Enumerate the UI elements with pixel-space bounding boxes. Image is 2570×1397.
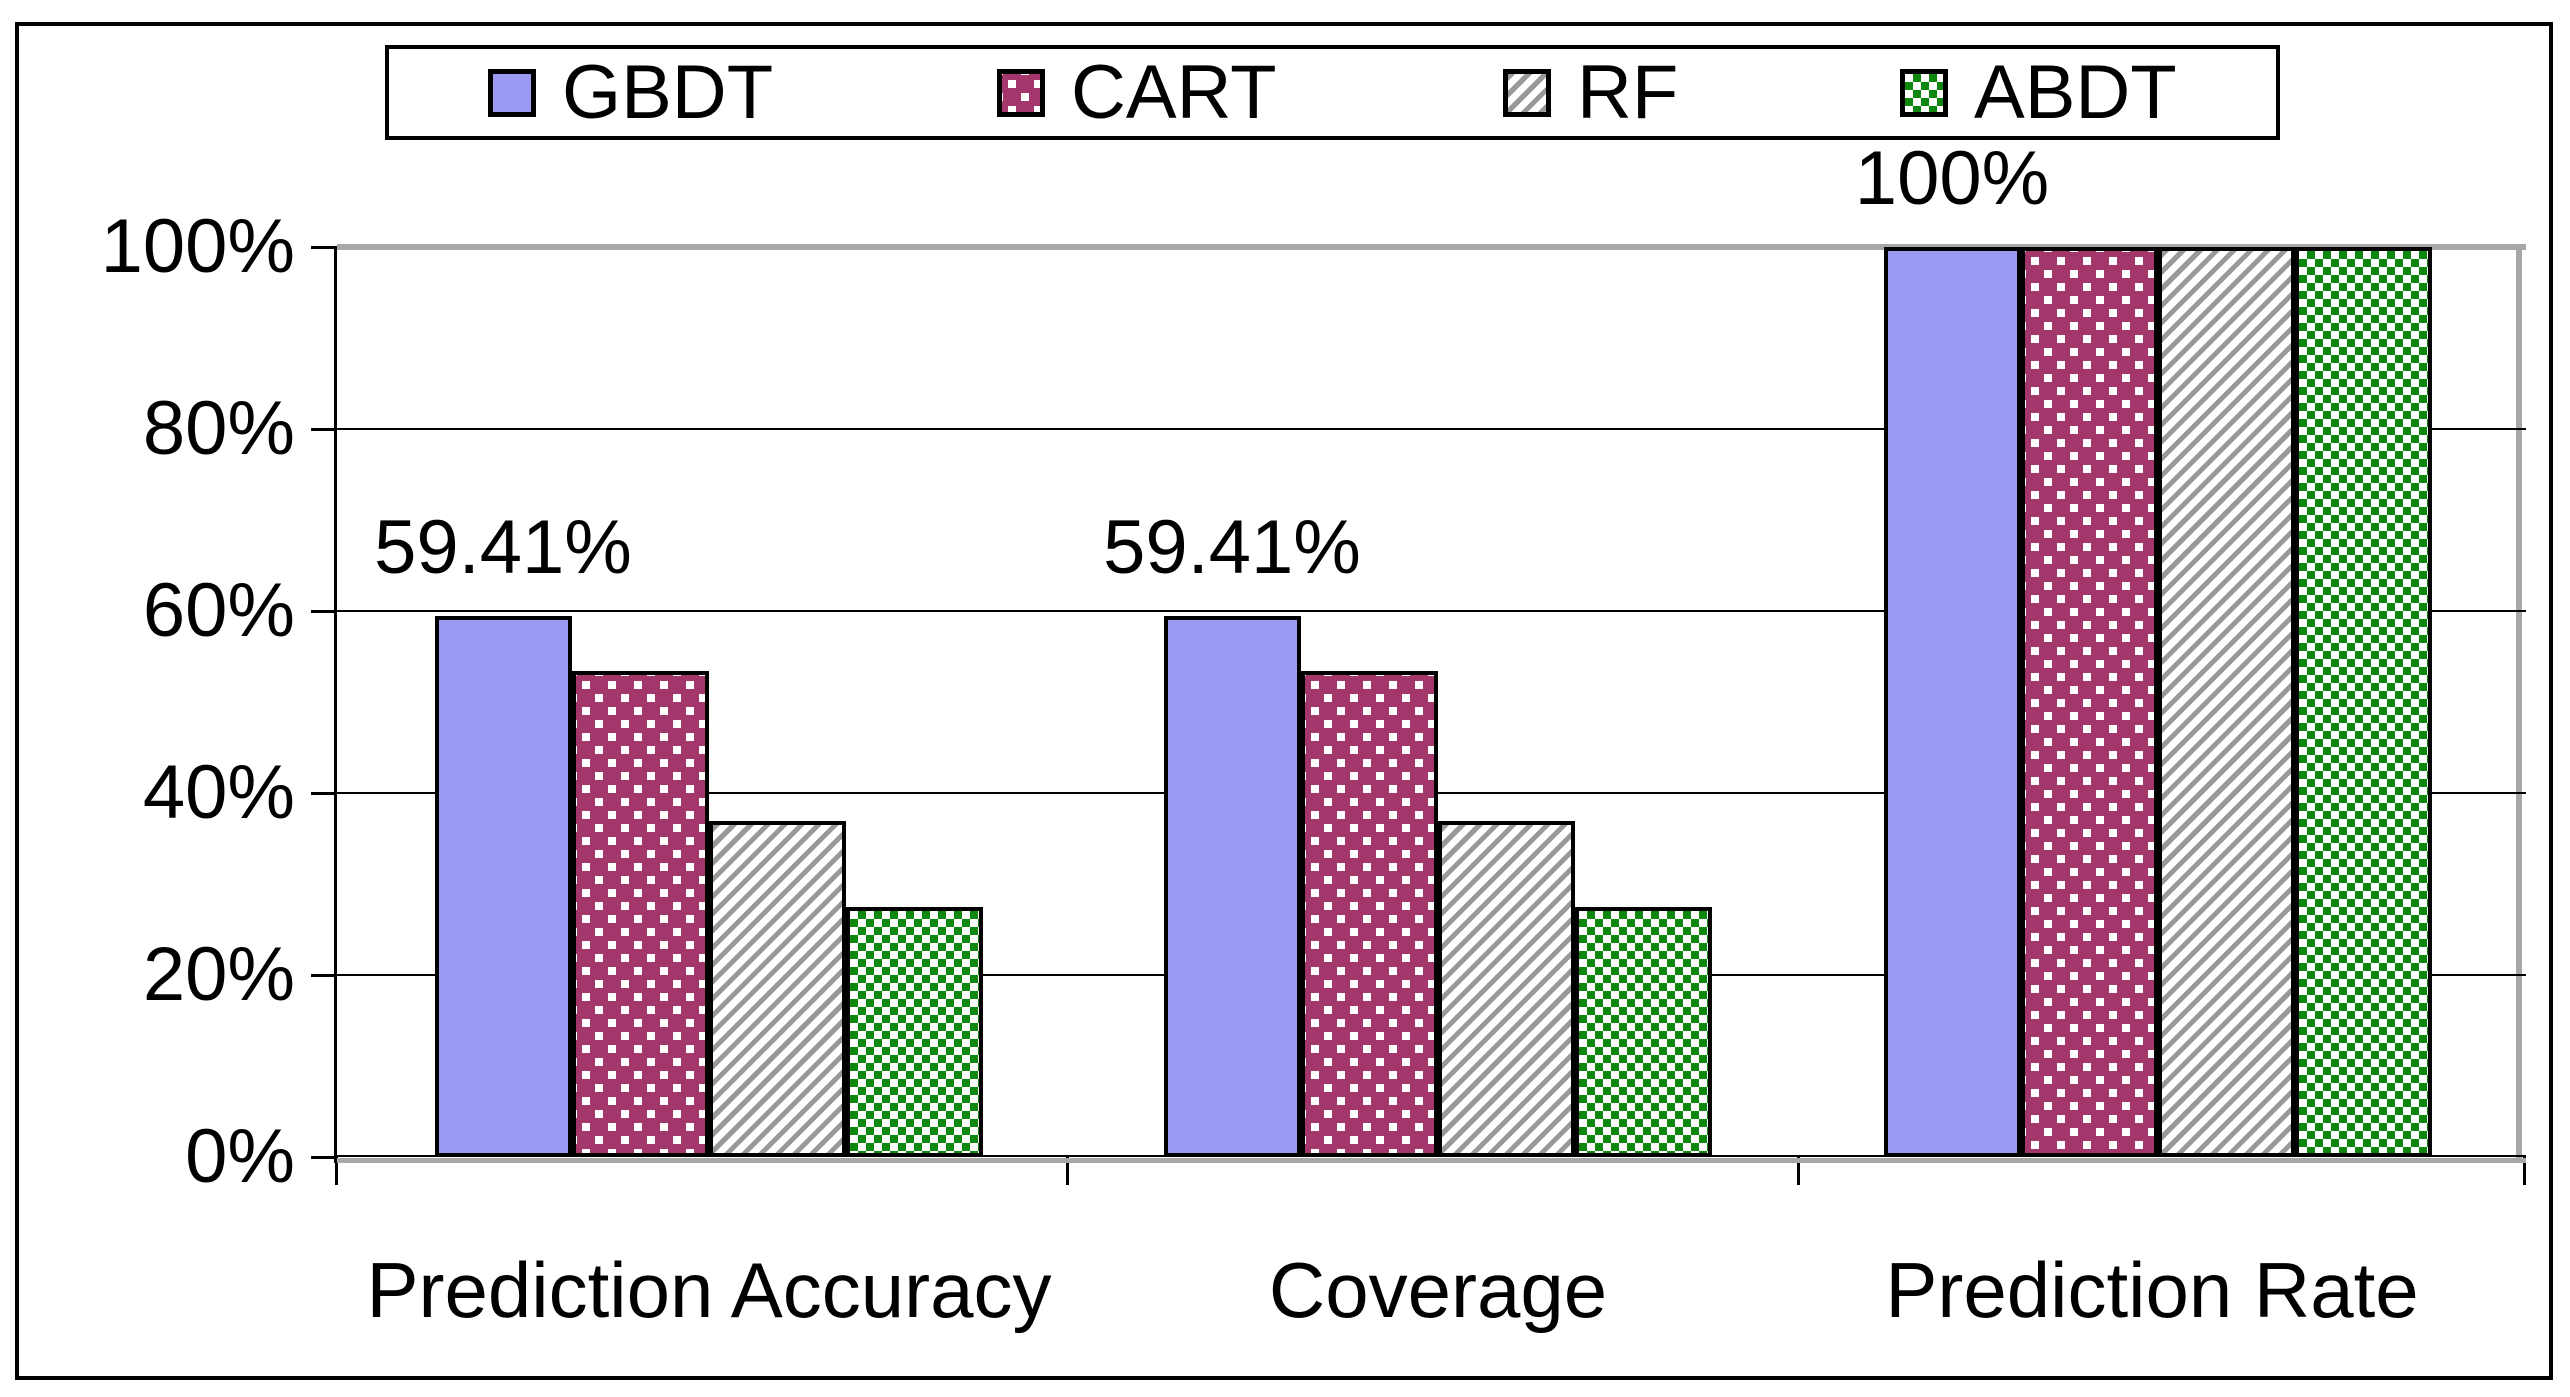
bar-rf-coverage [1438, 821, 1575, 1157]
x-axis-shadow [337, 1158, 2526, 1163]
category-label-coverage: Coverage [1268, 1246, 1608, 1334]
legend-item-gbdt: GBDT [488, 49, 773, 136]
y-tick-label-20-: 20% [142, 932, 295, 1017]
legend-swatch-abdt-icon [1900, 68, 1948, 117]
plot-area: 59.41% 59.41% 100% Prediction Accuracy Cover… [311, 137, 2526, 1333]
y-tick-label-0-: 0% [185, 1114, 295, 1199]
legend-swatch-gbdt-icon [488, 68, 536, 117]
bar-abdt-prediction-accuracy [846, 907, 983, 1157]
y-tick-20- [311, 974, 337, 977]
x-tick-0 [335, 1157, 338, 1185]
y-tick-label-100-: 100% [100, 204, 295, 289]
gridline-100pct [337, 244, 2526, 250]
bar-gbdt-prediction-accuracy [435, 616, 572, 1157]
x-tick-3 [2523, 1157, 2526, 1185]
legend-swatch-rf-icon [1503, 68, 1551, 117]
data-label-coverage: 59.41% [1103, 505, 1361, 590]
gridline-60pct [337, 610, 2526, 612]
bar-cart-coverage [1301, 671, 1438, 1157]
gridline-80pct [337, 428, 2526, 430]
bar-gbdt-prediction-rate [1884, 247, 2021, 1157]
bar-rf-prediction-accuracy [709, 821, 846, 1157]
y-tick-label-40-: 40% [142, 750, 295, 835]
legend-item-abdt: ABDT [1900, 49, 2177, 136]
y-tick-100- [311, 246, 337, 249]
y-tick-60- [311, 610, 337, 613]
y-axis-line [334, 247, 337, 1163]
chart-legend: GBDT CART RF ABDT [385, 45, 2280, 140]
data-label-prediction-accuracy: 59.41% [374, 505, 632, 590]
x-tick-1 [1066, 1157, 1069, 1185]
legend-swatch-cart-icon [997, 68, 1045, 117]
bar-cart-prediction-rate [2021, 247, 2158, 1157]
data-label-prediction-rate: 100% [1854, 136, 2050, 221]
bar-cart-prediction-accuracy [572, 671, 709, 1157]
bar-abdt-coverage [1575, 907, 1712, 1157]
x-tick-2 [1797, 1157, 1800, 1185]
y-tick-label-80-: 80% [142, 386, 295, 471]
legend-item-rf: RF [1503, 49, 1678, 136]
bar-rf-prediction-rate [2158, 247, 2295, 1157]
y-tick-40- [311, 792, 337, 795]
y-tick-label-60-: 60% [142, 568, 295, 653]
legend-label-abdt: ABDT [1974, 50, 2177, 135]
legend-item-cart: CART [997, 49, 1277, 136]
legend-label-gbdt: GBDT [562, 50, 774, 135]
category-label-prediction-accuracy: Prediction Accuracy [366, 1246, 1052, 1334]
legend-label-rf: RF [1577, 50, 1679, 135]
figure-border [15, 22, 2553, 1380]
legend-label-cart: CART [1071, 50, 1277, 135]
category-label-prediction-rate: Prediction Rate [1885, 1246, 2419, 1334]
y-tick-0- [311, 1156, 337, 1159]
bar-gbdt-coverage [1164, 616, 1301, 1157]
plot-right-edge [2516, 247, 2522, 1160]
bar-abdt-prediction-rate [2295, 247, 2432, 1157]
y-tick-80- [311, 428, 337, 431]
